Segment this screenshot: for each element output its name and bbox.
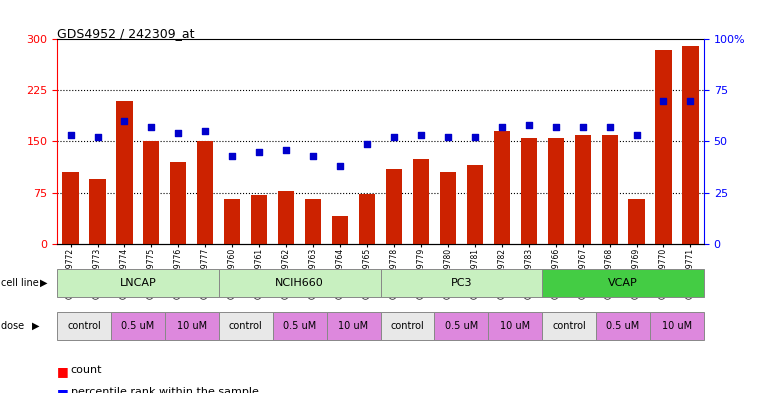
Text: 10 uM: 10 uM xyxy=(177,321,207,331)
Point xyxy=(630,132,642,138)
Bar xyxy=(332,217,348,244)
Point xyxy=(469,134,481,141)
Bar xyxy=(170,162,186,244)
Bar xyxy=(62,172,78,244)
Text: NCIH660: NCIH660 xyxy=(275,278,324,288)
Text: GDS4952 / 242309_at: GDS4952 / 242309_at xyxy=(57,28,195,40)
Point xyxy=(65,132,77,138)
Bar xyxy=(380,312,435,340)
Bar xyxy=(57,312,111,340)
Bar xyxy=(116,101,132,244)
Bar xyxy=(440,172,456,244)
Text: VCAP: VCAP xyxy=(608,278,638,288)
Bar xyxy=(601,135,618,244)
Text: 0.5 uM: 0.5 uM xyxy=(607,321,640,331)
Bar xyxy=(655,50,672,244)
Bar xyxy=(494,131,510,244)
Bar xyxy=(272,312,326,340)
Text: 0.5 uM: 0.5 uM xyxy=(121,321,154,331)
Text: control: control xyxy=(67,321,101,331)
Point xyxy=(415,132,427,138)
Point xyxy=(523,122,535,128)
Point xyxy=(577,124,589,130)
Point xyxy=(307,152,319,159)
Bar xyxy=(219,312,272,340)
Bar xyxy=(629,199,645,244)
Bar xyxy=(165,312,219,340)
Text: 0.5 uM: 0.5 uM xyxy=(444,321,478,331)
Text: percentile rank within the sample: percentile rank within the sample xyxy=(71,387,259,393)
Point xyxy=(361,140,373,147)
Bar xyxy=(251,195,267,244)
Bar xyxy=(219,269,380,297)
Text: dose: dose xyxy=(1,321,27,331)
Point xyxy=(172,130,184,136)
Bar xyxy=(278,191,295,244)
Bar xyxy=(543,312,596,340)
Bar xyxy=(489,312,542,340)
Point xyxy=(280,147,292,153)
Text: 10 uM: 10 uM xyxy=(662,321,692,331)
Bar xyxy=(359,194,375,244)
Point xyxy=(226,152,238,159)
Bar xyxy=(548,138,564,244)
Bar xyxy=(326,312,380,340)
Point xyxy=(119,118,131,124)
Point xyxy=(388,134,400,141)
Point xyxy=(495,124,508,130)
Bar xyxy=(111,312,165,340)
Point xyxy=(253,149,266,155)
Point xyxy=(145,124,158,130)
Point xyxy=(91,134,103,141)
Text: PC3: PC3 xyxy=(451,278,472,288)
Bar xyxy=(143,141,160,244)
Bar xyxy=(650,312,704,340)
Bar xyxy=(466,165,483,244)
Bar xyxy=(435,312,489,340)
Text: 10 uM: 10 uM xyxy=(339,321,368,331)
Text: ▶: ▶ xyxy=(40,278,48,288)
Point xyxy=(684,97,696,104)
Text: control: control xyxy=(390,321,425,331)
Text: cell line: cell line xyxy=(1,278,42,288)
Text: 10 uM: 10 uM xyxy=(500,321,530,331)
Bar xyxy=(683,46,699,244)
Bar xyxy=(380,269,542,297)
Point xyxy=(658,97,670,104)
Point xyxy=(603,124,616,130)
Text: control: control xyxy=(552,321,586,331)
Text: ■: ■ xyxy=(57,365,68,378)
Bar xyxy=(90,179,106,244)
Bar xyxy=(596,312,650,340)
Bar xyxy=(575,135,591,244)
Bar xyxy=(386,169,402,244)
Bar xyxy=(197,141,213,244)
Bar xyxy=(224,199,240,244)
Bar xyxy=(543,269,704,297)
Bar xyxy=(521,138,537,244)
Bar xyxy=(412,158,429,244)
Text: count: count xyxy=(71,365,102,375)
Bar xyxy=(305,199,321,244)
Point xyxy=(549,124,562,130)
Bar xyxy=(57,269,219,297)
Point xyxy=(442,134,454,141)
Point xyxy=(334,163,346,169)
Text: 0.5 uM: 0.5 uM xyxy=(283,321,317,331)
Point xyxy=(199,128,212,134)
Text: control: control xyxy=(229,321,263,331)
Text: ■: ■ xyxy=(57,387,68,393)
Text: LNCAP: LNCAP xyxy=(119,278,156,288)
Text: ▶: ▶ xyxy=(32,321,40,331)
